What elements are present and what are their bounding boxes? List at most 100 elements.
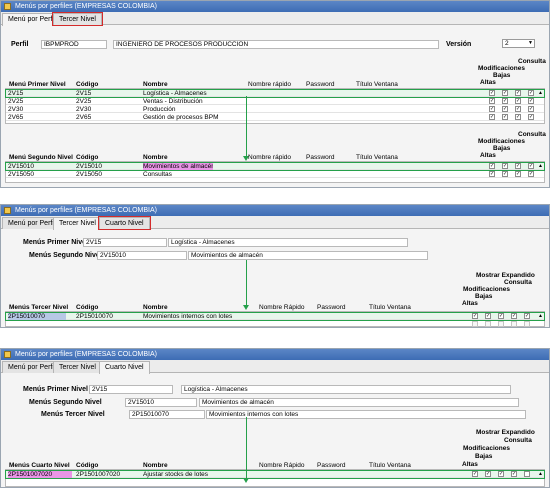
segundo-nivel-code-field[interactable]: 2V15010 xyxy=(125,398,197,407)
checkbox-mostrar-expandido[interactable]: ✓ xyxy=(524,313,530,319)
table-row[interactable]: 2V30 2V30 Producción ✓ ✓ ✓ ✓ xyxy=(6,106,544,113)
cell-name: Ventas - Distribución xyxy=(143,98,203,105)
checkbox-consulta[interactable]: ✓ xyxy=(528,171,534,177)
checkbox-modificaciones[interactable]: ✓ xyxy=(515,114,521,120)
annotation-arrow-line xyxy=(246,417,247,479)
checkbox-altas[interactable]: ✓ xyxy=(489,106,495,112)
perm-header-consulta: Consulta xyxy=(504,437,532,444)
segundo-nivel-name-field[interactable]: Movimientos de almacén xyxy=(188,251,428,260)
perfil-name-field[interactable]: INGENIERO DE PROCESOS PRODUCCION xyxy=(113,40,439,49)
checkbox-consulta[interactable]: ✓ xyxy=(511,313,517,319)
col-password: Password xyxy=(306,154,335,161)
annotation-arrow-line xyxy=(246,96,247,158)
checkbox-altas[interactable]: ✓ xyxy=(489,163,495,169)
checkbox-empty xyxy=(524,321,530,327)
col-nombre-rapido: Nombre Rápido xyxy=(259,304,305,311)
table-row[interactable]: 2P1501007020 2P1501007020 Ajustar stocks… xyxy=(5,470,545,479)
checkbox-bajas[interactable]: ✓ xyxy=(502,90,508,96)
checkbox-consulta[interactable]: ✓ xyxy=(528,106,534,112)
tab-tercer-nivel[interactable]: Tercer Nivel xyxy=(52,12,103,26)
cell-menu: 2V15010 xyxy=(8,163,35,170)
checkbox-consulta[interactable]: ✓ xyxy=(511,471,517,477)
perm-header-bajas: Bajas xyxy=(475,453,493,460)
perm-header-altas: Altas xyxy=(462,300,478,307)
table-row[interactable]: 2V15050 2V15050 Consultas ✓ ✓ ✓ ✓ xyxy=(6,171,544,178)
segundo-nivel-name-field[interactable]: Movimientos de almacén xyxy=(199,398,519,407)
checkbox-modificaciones[interactable]: ✓ xyxy=(515,163,521,169)
version-select[interactable]: 2 ▼ xyxy=(502,39,535,48)
perm-header-altas: Altas xyxy=(462,461,478,468)
cell-code: 2V30 xyxy=(76,106,92,113)
perm-header-consulta: Consulta xyxy=(518,58,546,65)
col-nombre-rapido: Nombre rápido xyxy=(248,81,291,88)
segundo-nivel-code-field[interactable]: 2V15010 xyxy=(97,251,187,260)
checkbox-consulta[interactable]: ✓ xyxy=(528,90,534,96)
checkbox-altas[interactable]: ✓ xyxy=(489,114,495,120)
checkbox-consulta[interactable]: ✓ xyxy=(528,98,534,104)
checkbox-bajas[interactable]: ✓ xyxy=(502,163,508,169)
panel-cuarto-nivel: Menús por perfiles (EMPRESAS COLOMBIA) M… xyxy=(0,348,550,488)
checkbox-empty xyxy=(485,321,491,327)
tab-tercer-nivel[interactable]: Tercer Nivel xyxy=(53,217,102,230)
checkbox-altas[interactable]: ✓ xyxy=(472,313,478,319)
cell-name: Movimientos internos con lotes xyxy=(143,313,233,320)
tab-strip: Menú por Perfil Tercer Nivel Cuarto Nive… xyxy=(1,216,549,230)
primer-nivel-label: Menús Primer Nivel xyxy=(23,386,88,393)
cell-menu-editing[interactable]: 2P1501007020 xyxy=(8,471,72,478)
checkbox-bajas[interactable]: ✓ xyxy=(485,471,491,477)
cell-name-editing[interactable]: Movimientos de almacén xyxy=(143,163,213,170)
scroll-up-icon[interactable]: ▲ xyxy=(538,471,543,477)
scroll-up-icon[interactable]: ▲ xyxy=(538,313,543,319)
version-value: 2 xyxy=(505,40,509,47)
table-row[interactable]: 2V65 2V65 Gestión de procesos BPM ✓ ✓ ✓ … xyxy=(6,114,544,121)
table-row[interactable]: 2V15010 2V15010 Movimientos de almacén ✓… xyxy=(5,162,545,171)
checkbox-modificaciones[interactable]: ✓ xyxy=(498,313,504,319)
scroll-up-icon[interactable]: ▲ xyxy=(538,90,543,96)
col-codigo: Código xyxy=(76,81,99,88)
cell-code: 2P1501007020 xyxy=(76,471,121,478)
checkbox-bajas[interactable]: ✓ xyxy=(485,313,491,319)
tab-cuarto-nivel[interactable]: Cuarto Nivel xyxy=(99,361,150,374)
table-row[interactable]: 2V15 2V15 Logística - Almacenes ✓ ✓ ✓ ✓ xyxy=(5,89,545,98)
checkbox-bajas[interactable]: ✓ xyxy=(502,98,508,104)
checkbox-altas[interactable]: ✓ xyxy=(489,98,495,104)
primer-nivel-name-field[interactable]: Logística - Almacenes xyxy=(181,385,511,394)
window-title-text: Menús por perfiles (EMPRESAS COLOMBIA) xyxy=(15,207,157,214)
checkbox-altas[interactable]: ✓ xyxy=(489,90,495,96)
checkbox-modificaciones[interactable]: ✓ xyxy=(515,106,521,112)
checkbox-modificaciones[interactable]: ✓ xyxy=(515,90,521,96)
checkbox-bajas[interactable]: ✓ xyxy=(502,114,508,120)
window-title-text: Menús por perfiles (EMPRESAS COLOMBIA) xyxy=(15,351,157,358)
checkbox-empty xyxy=(511,321,517,327)
tab-cuarto-nivel[interactable]: Cuarto Nivel xyxy=(98,216,151,230)
checkbox-bajas[interactable]: ✓ xyxy=(502,171,508,177)
checkbox-modificaciones[interactable]: ✓ xyxy=(515,171,521,177)
app-icon xyxy=(4,207,11,214)
table-row[interactable]: 2P15010070 2P15010070 Movimientos intern… xyxy=(5,312,545,321)
col-password: Password xyxy=(306,81,335,88)
tercer-nivel-name-field[interactable]: Movimientos internos con lotes xyxy=(206,410,526,419)
checkbox-mostrar-expandido[interactable] xyxy=(524,471,530,477)
segundo-nivel-label: Menús Segundo Nivel xyxy=(29,399,102,406)
tab-tercer-nivel[interactable]: Tercer Nivel xyxy=(53,361,102,373)
scroll-up-icon[interactable]: ▲ xyxy=(538,163,543,169)
checkbox-modificaciones[interactable]: ✓ xyxy=(515,98,521,104)
checkbox-bajas[interactable]: ✓ xyxy=(502,106,508,112)
cell-name: Logística - Almacenes xyxy=(143,90,207,97)
tercer-nivel-code-field[interactable]: 2P15010070 xyxy=(129,410,205,419)
table-row[interactable]: 2V25 2V25 Ventas - Distribución ✓ ✓ ✓ ✓ xyxy=(6,98,544,105)
checkbox-altas[interactable]: ✓ xyxy=(489,171,495,177)
primer-nivel-name-field[interactable]: Logística - Almacenes xyxy=(168,238,408,247)
checkbox-consulta[interactable]: ✓ xyxy=(528,163,534,169)
primer-nivel-code-field[interactable]: 2V15 xyxy=(83,238,167,247)
checkbox-consulta[interactable]: ✓ xyxy=(528,114,534,120)
primer-nivel-code-field[interactable]: 2V15 xyxy=(89,385,173,394)
annotation-arrow-icon xyxy=(243,156,249,161)
perfil-code-field[interactable]: IBPMPROD xyxy=(41,40,107,49)
cell-code: 2V25 xyxy=(76,98,92,105)
col-menus-cuarto-nivel: Menús Cuarto Nivel xyxy=(9,462,70,469)
checkbox-altas[interactable]: ✓ xyxy=(472,471,478,477)
col-titulo-ventana: Título Ventana xyxy=(369,304,411,311)
segundo-nivel-label: Menús Segundo Nivel xyxy=(29,252,102,259)
checkbox-modificaciones[interactable]: ✓ xyxy=(498,471,504,477)
